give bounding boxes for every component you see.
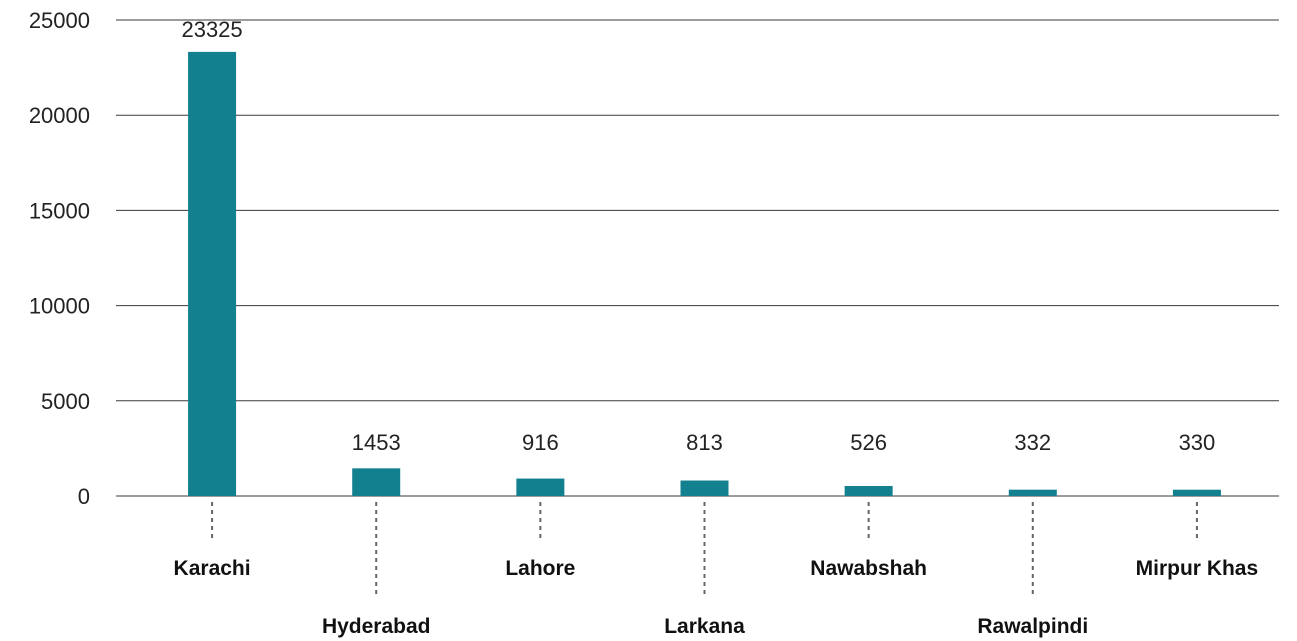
x-category-label: Rawalpindi [977, 615, 1088, 638]
x-category-label: Hyderabad [322, 615, 431, 638]
bar-nawabshah [844, 485, 893, 496]
data-label: 916 [522, 430, 559, 455]
x-category-label: Karachi [174, 557, 251, 580]
data-label: 526 [850, 430, 887, 455]
data-label: 330 [1179, 430, 1216, 455]
category-leader-lines [211, 502, 1198, 594]
bars [188, 51, 1221, 496]
y-tick-label: 15000 [29, 198, 90, 223]
y-tick-label: 25000 [29, 8, 90, 33]
y-tick-label: 5000 [41, 389, 90, 414]
bar-mirpur-khas [1172, 489, 1221, 496]
bar-lahore [516, 478, 565, 496]
x-category-label: Mirpur Khas [1136, 557, 1259, 580]
y-tick-label: 20000 [29, 103, 90, 128]
bar-karachi [188, 51, 237, 496]
x-category-label: Nawabshah [810, 557, 927, 580]
y-tick-label: 0 [78, 484, 90, 509]
x-category-label: Lahore [505, 557, 575, 580]
x-axis-category-labels: Karachi Hyderabad Lahore Larkana Nawabshah Ra… [174, 557, 1259, 638]
bar-larkana [680, 480, 729, 496]
y-tick-label: 10000 [29, 294, 90, 319]
data-label: 813 [686, 430, 723, 455]
x-category-label: Larkana [664, 615, 745, 638]
bar-rawalpindi [1008, 489, 1057, 496]
data-label: 1453 [352, 430, 401, 455]
y-gridlines [116, 19, 1279, 497]
data-labels: 23325 1453 916 813 526 332 330 [181, 17, 1215, 455]
y-axis-tick-labels: 0 5000 10000 15000 20000 25000 [29, 8, 90, 509]
data-label: 332 [1014, 430, 1051, 455]
bar-hyderabad [352, 468, 401, 496]
data-label: 23325 [181, 17, 242, 42]
